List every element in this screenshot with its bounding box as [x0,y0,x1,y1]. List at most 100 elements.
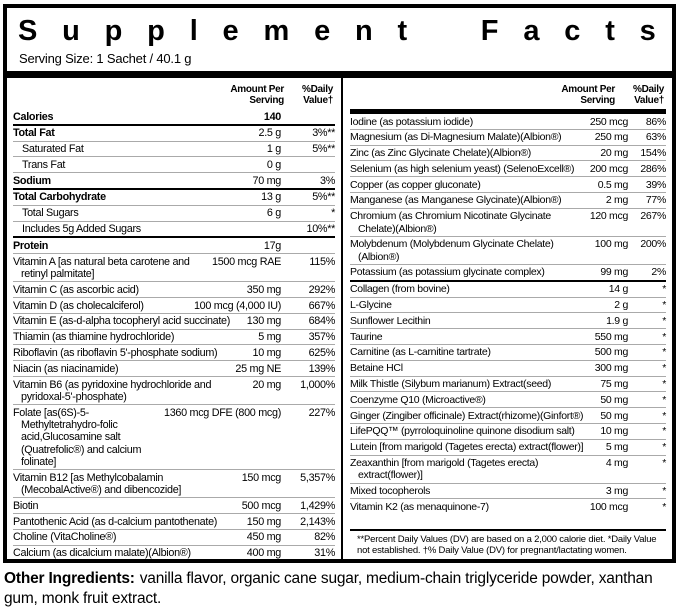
table-row: Magnesium (as Di-Magnesium Malate)(Albio… [350,128,666,145]
nutrient-amount: 250 mg [594,131,629,144]
nutrient-name: Calcium (as dicalcium malate)(Albion®) [13,547,191,559]
title-letter: F [480,15,499,47]
nutrient-name: Vitamin A [as natural beta carotene and … [13,255,190,280]
table-row: Includes 5g Added Sugars 10%** [13,220,335,237]
nutrient-dv: * [662,425,666,438]
nutrient-name: Protein [13,239,49,252]
table-row: Carnitine (as L-carnitine tartrate) 500 m… [350,343,666,360]
nutrient-dv: * [662,378,666,391]
table-row: Potassium (as potassium glycinate comple… [350,263,666,280]
table-row: Betaine HCl 300 mg * [350,359,666,376]
nutrient-name: Chromium (as Chromium Nicotinate Glycina… [350,210,551,235]
title-letter: e [314,15,331,47]
nutrient-amount: 550 mg [594,330,629,343]
table-row: Vitamin E (as-d-alpha tocopheryl acid su… [13,312,336,329]
nutrient-amount: 10 mg [252,346,281,359]
nutrient-amount: 13 g [261,191,281,204]
nutrient-dv: 115% [309,255,335,268]
nutrient-amount: 100 mcg [589,500,628,513]
nutrient-amount: 20 mg [600,147,628,160]
header-amount-per-serving: Amount Per Serving [230,84,284,106]
nutrient-name: Ginger (Zingiber officinale) Extract(rhi… [350,409,584,422]
nutrient-name: Vitamin K2 (as menaquinone-7) [350,500,489,513]
nutrient-amount: 1500 mcg RAE [211,255,281,268]
nutrient-name: Milk Thistle (Silybum marianum) Extract(… [350,378,552,391]
table-row: Milk Thistle (Silybum marianum) Extract(… [350,375,666,392]
nutrient-amount: 2.5 g [258,127,281,140]
nutrient-dv: 5%** [312,191,335,204]
nutrient-dv: 3% [319,174,335,187]
table-row: Vitamin C (as ascorbic acid) 350 mg 292% [13,281,335,297]
table-row: Riboflavin (as riboflavin 5'-phosphate s… [13,344,335,360]
nutrient-dv: * [662,441,666,454]
nutrient-name: Total Fat [13,127,55,140]
nutrient-name: Potassium (as potassium glycinate comple… [350,266,545,279]
nutrient-name: Molybdenum (Molybdenum Glycinate Chelate… [350,238,554,263]
nutrient-dv: * [662,330,666,343]
nutrient-dv: 200% [640,238,666,251]
nutrient-amount: 75 mg [600,378,628,391]
table-row: Biotin 500 mcg 1,429% [13,497,335,513]
nutrient-name: Magnesium (as Di-Magnesium Malate)(Albio… [350,131,562,144]
nutrient-amount: 200 mcg [589,162,628,175]
table-row: Trans Fat 0 g [13,156,335,172]
nutrient-amount: 2 g [614,299,628,312]
nutrient-name: LifePQQ™ (pyrroloquinoline quinone disod… [350,425,575,438]
table-row: Total Fat 2.5 g 3%** [13,123,335,141]
other-ingredients: Other Ingredients: vanilla flavor, organi… [4,569,672,608]
nutrient-dv: 684% [308,315,336,328]
nutrient-amount: 1.9 g [606,314,628,327]
table-row: Folate [as(6S)-5-Methyltetrahydro-folic … [13,404,335,469]
nutrient-dv: 86% [645,115,666,128]
column-header: Amount Per Serving %Daily Value† [13,78,335,109]
other-ingredients-text: vanilla flavor, organic cane sugar, medi… [4,570,653,607]
table-row: Selenium (as high selenium yeast) (Selen… [350,160,666,176]
nutrient-amount: 120 mcg [589,210,628,223]
nutrient-amount: 1 g [266,143,281,156]
nutrient-dv: * [331,207,335,220]
nutrient-name: Zeaxanthin [from marigold (Tagetes erect… [350,457,539,482]
nutrient-name: Vitamin D (as cholecalciferol) [13,299,144,312]
table-row: Total Sugars 6 g * [13,204,335,221]
nutrient-amount: 130 mg [246,315,282,328]
nutrient-name: Riboflavin (as riboflavin 5'-phosphate s… [13,346,218,359]
nutrient-dv: 2,143% [300,515,335,528]
nutrient-dv: * [662,500,666,513]
table-row: Mixed tocopherols 3 mg * [350,482,666,499]
nutrient-dv: 667% [308,299,336,312]
table-row: Vitamin K2 (as menaquinone-7) 100 mcg * [350,498,666,514]
nutrient-name: Vitamin E (as-d-alpha tocopheryl acid su… [13,315,231,328]
table-row: Ginger (Zingiber officinale) Extract(rhi… [350,407,666,423]
nutrient-dv: 286% [640,162,666,175]
nutrient-dv: 267% [640,210,666,223]
table-row: Thiamin (as thiamine hydrochloride) 5 mg 3… [13,328,335,345]
nutrient-table-right: Iodine (as potassium iodide) 250 mcg 86% Ma… [350,114,666,514]
nutrient-amount: 5 mg [258,331,281,344]
nutrient-dv: 3%** [312,127,335,140]
table-row: Taurine 550 mg * [350,328,666,344]
nutrient-name: L-Glycine [350,299,392,312]
nutrient-amount: 500 mg [594,346,629,359]
nutrient-dv: 10%** [306,223,335,236]
nutrient-dv: 2% [651,266,666,279]
table-row: Collagen (from bovine) 14 g * [350,279,666,297]
title-letter: e [222,15,239,47]
title-letter: l [189,15,198,47]
nutrient-dv: 77% [645,194,666,207]
nutrient-name: Pantothenic Acid (as d-calcium pantothen… [13,515,218,528]
nutrient-dv: * [662,283,666,296]
nutrient-name: Selenium (as high selenium yeast) (Selen… [350,162,575,175]
nutrient-name: Includes 5g Added Sugars [22,223,141,236]
table-row: Iodine (as potassium iodide) 250 mcg 86% [350,114,666,129]
title-letter: t [605,15,615,47]
nutrient-name: Vitamin B12 [as Methylcobalamin (Mecobal… [13,471,182,496]
table-row: Lutein [from marigold (Tagetes erecta) e… [350,438,666,455]
header-daily-value: %Daily Value† [302,84,333,106]
nutrient-dv: 154% [640,147,666,160]
footnote: **Percent Daily Values (DV) are based on… [350,529,666,559]
title-letter: n [355,15,373,47]
title-letter: u [62,15,80,47]
nutrient-name: Total Sugars [22,207,79,220]
